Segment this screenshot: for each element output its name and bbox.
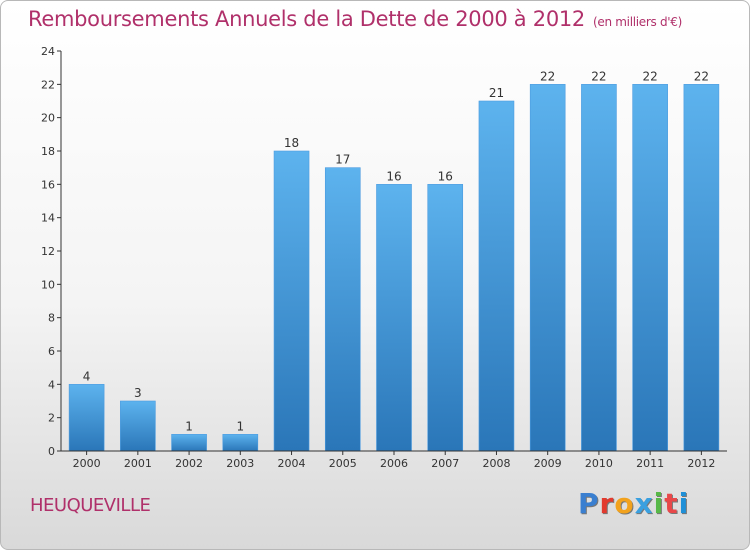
x-tick-label: 2005 [329,457,357,470]
labels-group: 4200032001120021200318200417200516200616… [41,45,715,470]
x-tick-label: 2003 [226,457,254,470]
bar-value-label: 22 [643,69,658,83]
y-tick-label: 0 [48,445,55,458]
y-tick-label: 8 [48,312,55,325]
x-tick-label: 2006 [380,457,408,470]
bar-2011 [632,84,668,452]
x-tick-label: 2010 [585,457,613,470]
x-tick-label: 2002 [175,457,203,470]
y-tick-label: 2 [48,412,55,425]
x-tick-label: 2008 [482,457,510,470]
x-tick-label: 2007 [431,457,459,470]
y-tick-label: 24 [41,45,55,58]
bar-2001 [120,400,156,452]
bar-2005 [324,167,361,452]
y-tick-label: 16 [41,178,55,191]
bar-value-label: 4 [83,369,91,383]
x-tick-label: 2011 [636,457,664,470]
y-tick-label: 18 [41,145,55,158]
y-tick-label: 4 [48,378,55,391]
y-tick-label: 10 [41,278,55,291]
bar-value-label: 16 [386,169,401,183]
logo-letter: i [653,487,665,520]
bar-value-label: 22 [540,69,555,83]
bar-value-label: 16 [438,169,453,183]
bar-2004 [273,150,310,452]
y-tick-label: 20 [41,112,55,125]
bar-value-label: 22 [591,69,606,83]
chart-subtitle: (en milliers d'€) [593,15,683,29]
bar-value-label: 17 [335,153,350,167]
logo-letter: t [664,487,679,520]
bar-value-label: 21 [489,86,504,100]
bar-2000 [68,384,105,452]
bar-2008 [478,100,515,452]
bars-group [68,84,720,452]
axes-group [57,50,727,455]
y-tick-label: 12 [41,245,55,258]
logo-letter: P [578,487,600,520]
bar-2009 [529,84,566,452]
x-tick-label: 2004 [278,457,306,470]
proxiti-logo: Proxiti [578,487,689,520]
bar-value-label: 3 [134,386,142,400]
bar-2006 [376,184,412,452]
bar-value-label: 18 [284,136,299,150]
x-tick-label: 2001 [124,457,152,470]
bar-value-label: 1 [236,419,244,433]
bar-value-label: 1 [185,419,193,433]
bar-2012 [683,84,720,452]
y-tick-label: 6 [48,345,55,358]
x-tick-label: 2012 [687,457,715,470]
bar-2002 [171,434,207,452]
logo-letter: o [614,487,635,520]
logo-letter: i [678,487,690,520]
bar-value-label: 22 [694,69,709,83]
bar-2010 [581,84,617,452]
commune-name: HEUQUEVILLE [30,495,151,516]
chart-title-text: Remboursements Annuels de la Dette de 20… [28,7,585,31]
y-tick-label: 22 [41,78,55,91]
bar-2003 [222,434,259,452]
y-tick-label: 14 [41,212,55,225]
chart-title: Remboursements Annuels de la Dette de 20… [28,7,682,31]
logo-letter: r [599,487,615,520]
logo-letter: x [634,487,654,520]
x-tick-label: 2000 [73,457,101,470]
bar-2007 [427,184,464,452]
x-tick-label: 2009 [534,457,562,470]
